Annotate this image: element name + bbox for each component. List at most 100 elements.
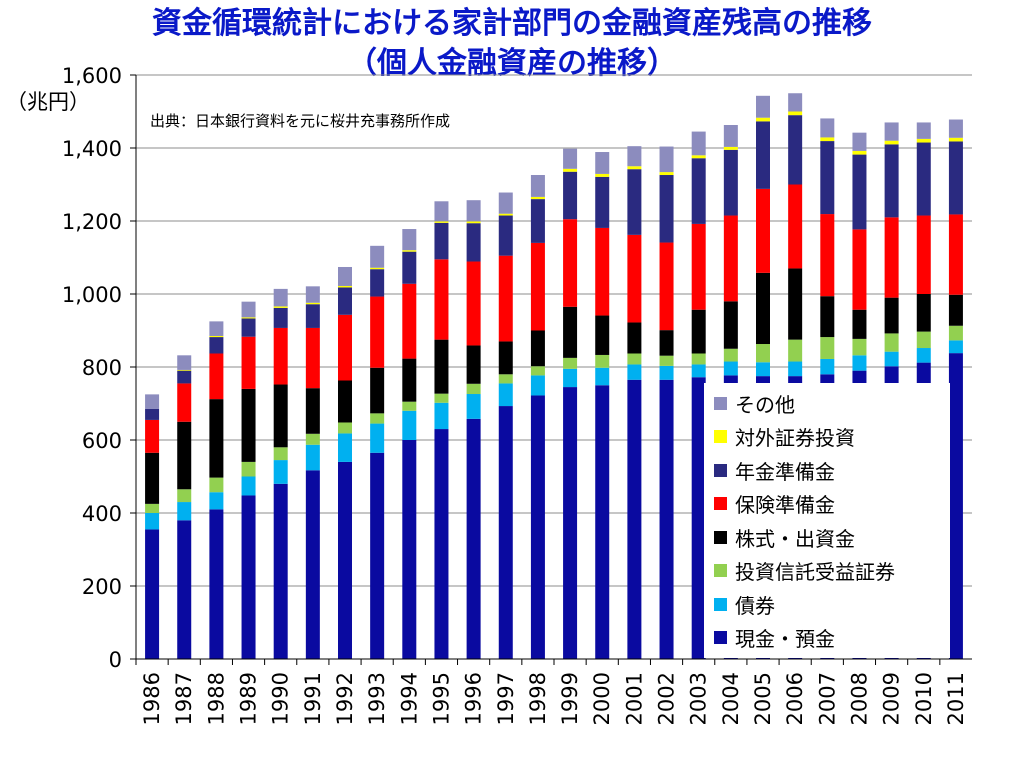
bar-segment [145, 419, 160, 453]
bar-segment [209, 399, 224, 478]
bar-segment [434, 259, 449, 340]
bar-segment [884, 140, 899, 145]
y-tick-label: 1,600 [62, 64, 122, 88]
bar-segment [530, 375, 545, 396]
x-tick-label: 2008 [847, 672, 871, 725]
bar-segment [241, 318, 256, 337]
bar-segment [948, 325, 963, 341]
legend-item: その他 [714, 389, 795, 417]
bar-segment [563, 387, 578, 659]
bar-segment [402, 251, 417, 284]
bar-segment [209, 353, 224, 400]
x-tick-label: 2006 [783, 672, 807, 725]
bar-segment [530, 242, 545, 331]
bar-segment [788, 339, 803, 362]
bar-segment [659, 172, 674, 176]
bar-segment [530, 196, 545, 200]
bar-segment [145, 394, 160, 409]
bar-segment [305, 433, 320, 445]
bar-segment [434, 339, 449, 394]
y-tick-label: 200 [82, 575, 122, 599]
bar-segment [723, 301, 738, 349]
x-tick-label: 2007 [815, 672, 839, 725]
legend-item: 現金・預金 [714, 624, 835, 652]
bar-segment [370, 269, 385, 297]
bar-segment [370, 367, 385, 414]
x-tick-label: 2003 [687, 672, 711, 725]
bar-segment [948, 214, 963, 295]
legend-swatch [714, 631, 727, 644]
bar-segment [145, 513, 160, 530]
bar-segment [338, 285, 352, 288]
bar-segment [820, 337, 835, 359]
bar-segment [402, 250, 417, 252]
bar-segment [209, 337, 224, 354]
bar-segment [563, 368, 578, 388]
bar-segment [852, 309, 867, 339]
bar-segment [305, 470, 320, 659]
bar-segment [627, 379, 642, 659]
y-tick-label: 1,400 [62, 137, 122, 161]
bar-segment [916, 331, 931, 349]
bar-segment [659, 146, 674, 173]
bar-segment [820, 214, 835, 297]
bar-segment [916, 294, 931, 332]
bar-segment [691, 223, 706, 310]
x-tick-label: 1999 [558, 672, 582, 725]
y-tick-label: 1,000 [62, 283, 122, 307]
bar-segment [145, 503, 160, 513]
bar-segment [402, 229, 417, 251]
bar-segment [434, 393, 449, 403]
bar-segment [177, 421, 192, 490]
x-tick-label: 1990 [269, 672, 293, 725]
x-tick-label: 1996 [462, 672, 486, 725]
x-tick-label: 1993 [365, 672, 389, 725]
bar-segment [434, 222, 449, 260]
bar-segment [852, 150, 867, 155]
bar-segment [723, 149, 738, 216]
bar-segment [820, 118, 835, 138]
y-tick-label: 800 [82, 356, 122, 380]
legend-label: 投資信託受益証券 [735, 560, 895, 584]
bar-segment [563, 357, 578, 369]
bar-segment [884, 122, 899, 141]
bar-segment [595, 367, 610, 386]
bar-segment [530, 395, 545, 659]
bar-segment [756, 117, 770, 122]
bar-segment [948, 294, 963, 326]
bar-segment [402, 283, 417, 359]
bar-segment [273, 306, 288, 308]
bar-segment [788, 268, 803, 340]
bar-segment [402, 410, 417, 440]
x-tick-label: 2011 [944, 672, 968, 725]
legend-item: 株式・出資金 [714, 523, 855, 551]
legend-swatch [714, 530, 727, 544]
bar-segment [338, 380, 352, 423]
x-tick-label: 2001 [622, 672, 646, 725]
bar-segment [530, 330, 545, 367]
bar-segment [434, 201, 449, 222]
legend-swatch [714, 463, 727, 477]
bar-segment [273, 327, 288, 385]
bar-segment [305, 302, 320, 305]
x-tick-label: 1986 [140, 672, 164, 725]
bar-segment [563, 219, 578, 307]
bar-segment [723, 215, 738, 302]
x-tick-label: 1987 [172, 672, 196, 725]
x-tick-label: 2005 [751, 672, 775, 725]
bar-segment [241, 388, 256, 462]
bar-segment [723, 146, 738, 150]
bar-segment [241, 476, 256, 496]
bar-segment [691, 377, 706, 659]
bar-segment [659, 355, 674, 366]
legend-label: 年金準備金 [735, 459, 835, 484]
bar-segment [338, 422, 352, 434]
bar-segment [691, 364, 706, 378]
y-axis-unit-label: （兆円） [6, 90, 90, 114]
bar-segment [563, 171, 578, 220]
bar-segment [916, 348, 931, 363]
bar-segment [434, 402, 449, 430]
bar-segment [884, 144, 899, 218]
bar-segment [756, 95, 770, 118]
bar-segment [916, 215, 931, 294]
